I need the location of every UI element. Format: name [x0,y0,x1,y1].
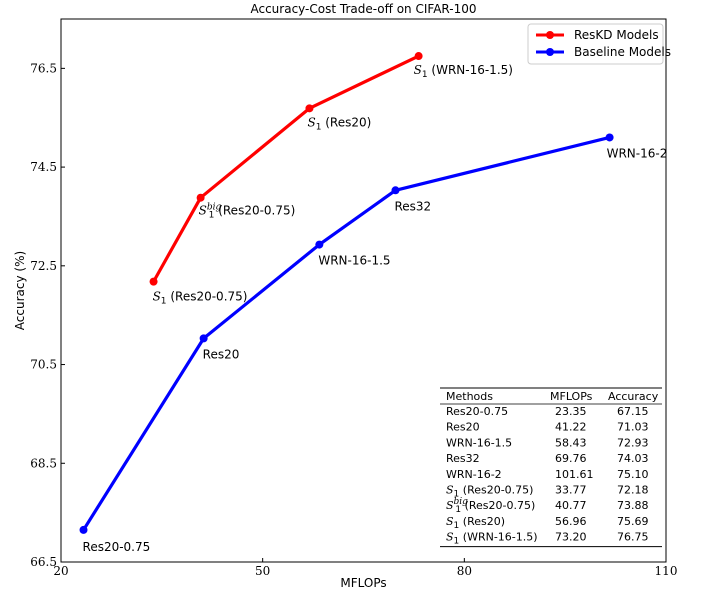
table-cell-method: Res20-0.75 [446,405,508,418]
point-label: Sbig 1 (Res20-0.75) [199,203,296,221]
x-tick-label: 20 [53,564,68,578]
results-table: Methods MFLOPs Accuracy Res20-0.75 23.35 67.1… [440,385,662,555]
x-tick-label: 50 [255,564,270,578]
point-label: WRN-16-1.5 [318,254,390,268]
table-cell-accuracy: 75.10 [617,468,649,481]
point-label: WRN-16-2 [607,146,668,160]
table-cell-accuracy: 74.03 [617,452,649,465]
table-cell-method: Sbig 1 (Res20-0.75) [446,497,535,515]
legend-entry: Baseline Models [574,45,671,59]
table-cell-accuracy: 73.88 [617,499,649,512]
data-point [305,104,314,113]
table-cell-mflops: 58.43 [555,436,587,449]
plot-area [60,18,667,563]
series-line-0 [152,54,420,283]
data-point [315,240,324,249]
table-cell-accuracy: 76.75 [617,531,649,544]
legend-swatch-marker [546,31,554,39]
table-cell-method: S1 (Res20-0.75) [446,484,533,500]
legend-entry: ResKD Models [574,28,659,42]
table-cell-method: Res20 [446,421,480,434]
table-cell-mflops: 41.22 [555,421,587,434]
data-point [605,133,614,142]
table-cell-accuracy: 75.69 [617,515,649,528]
table-cell-accuracy: 67.15 [617,405,649,418]
data-point [79,525,88,534]
y-tick-label: 74.5 [30,160,57,174]
table-header: Methods [446,390,493,403]
x-axis-label: MFLOPs [340,576,386,590]
table-cell-method: S1 (Res20) [446,515,505,531]
x-tick-label: 80 [457,564,472,578]
table-header: Accuracy [608,390,659,403]
legend: ResKD Models Baseline Models [527,23,671,65]
table-cell-method: WRN-16-2 [446,468,502,481]
table-cell-accuracy: 71.03 [617,421,649,434]
table-cell-mflops: 23.35 [555,405,587,418]
data-point [391,186,400,195]
legend-swatch-marker [546,48,554,56]
series-layer [79,52,614,534]
x-tick-label: 110 [655,564,678,578]
point-labels: S1 (Res20-0.75)Sbig 1 (Res20-0.75)S1 (Res… [83,63,668,554]
data-point [199,334,208,343]
table-cell-accuracy: 72.93 [617,436,649,449]
point-label: Res32 [394,199,431,213]
table-cell-mflops: 56.96 [555,515,587,528]
y-axis-label: Accuracy (%) [13,251,27,330]
y-tick-label: 76.5 [30,61,57,75]
y-tick-label: 70.5 [30,358,57,372]
table-cell-mflops: 73.20 [555,531,587,544]
table-cell-accuracy: 72.18 [617,484,649,497]
data-point [414,52,423,61]
chart-title: Accuracy-Cost Trade-off on CIFAR-100 [250,2,476,16]
table-cell-method: WRN-16-1.5 [446,436,512,449]
table-cell-mflops: 33.77 [555,484,587,497]
table-cell-method: Res32 [446,452,480,465]
point-label: Res20 [203,347,240,361]
point-label: S1 (Res20) [307,115,371,132]
data-point [149,277,158,286]
y-tick-label: 68.5 [30,456,57,470]
point-label: Res20-0.75 [83,540,151,554]
table-background [440,385,662,555]
table-cell-method: S1 (WRN-16-1.5) [446,531,538,547]
table-cell-mflops: 69.76 [555,452,587,465]
y-tick-label: 66.5 [30,555,57,569]
y-tick-label: 72.5 [30,259,57,273]
table-cell-mflops: 101.61 [555,468,594,481]
point-label: S1 (Res20-0.75) [153,290,248,307]
data-point [196,193,205,202]
axis-ticks: 20 50 80 110 66.5 68.5 70.5 72.5 74.5 76.5 [30,61,677,578]
table-cell-mflops: 40.77 [555,499,587,512]
point-label: S1 (WRN-16-1.5) [414,63,513,80]
table-header: MFLOPs [550,390,593,403]
